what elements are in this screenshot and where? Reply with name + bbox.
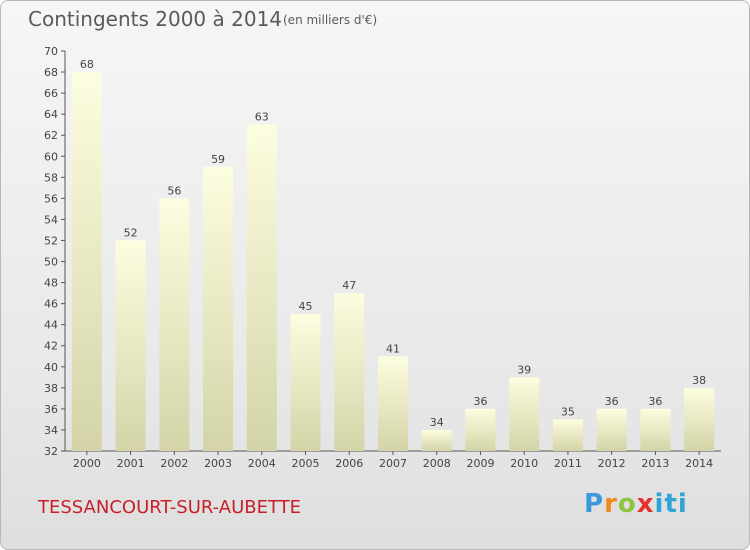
y-tick-label: 50 [44, 256, 58, 269]
bar [334, 293, 365, 451]
x-tick-label: 2012 [598, 457, 626, 470]
bar-value-label: 36 [648, 395, 662, 408]
bar [378, 356, 408, 451]
bar-value-label: 47 [342, 279, 356, 292]
x-tick-label: 2003 [204, 457, 232, 470]
x-tick-label: 2009 [466, 457, 494, 470]
bar-value-label: 68 [80, 58, 94, 71]
y-tick-label: 64 [44, 108, 58, 121]
x-tick-label: 2011 [554, 457, 582, 470]
y-tick-label: 34 [44, 424, 58, 437]
bar [552, 419, 583, 451]
bar-value-label: 39 [517, 363, 531, 376]
x-tick-label: 2000 [73, 457, 101, 470]
x-tick-label: 2004 [248, 457, 276, 470]
bar [596, 408, 627, 451]
y-tick-label: 70 [44, 45, 58, 58]
bar-value-label: 59 [211, 153, 225, 166]
y-tick-label: 40 [44, 361, 58, 374]
bar [71, 72, 102, 451]
x-tick-label: 2014 [685, 457, 713, 470]
y-tick-label: 46 [44, 298, 58, 311]
y-tick-label: 54 [44, 213, 58, 226]
y-tick-label: 32 [44, 445, 58, 458]
bar-value-label: 36 [473, 395, 487, 408]
value-labels: 68 52 56 59 63 45 47 41 34 36 39 35 36 36 38 [80, 58, 706, 429]
bar [290, 314, 321, 451]
x-tick-label: 2010 [510, 457, 538, 470]
bar [465, 408, 496, 451]
bars [71, 72, 715, 452]
x-axis: 2000 2001 2002 2003 2004 2005 2006 2007 2008 2009… [65, 450, 721, 470]
x-tick-label: 2007 [379, 457, 407, 470]
x-tick-label: 2006 [335, 457, 363, 470]
bar-value-label: 52 [124, 226, 138, 239]
bar-value-label: 56 [167, 184, 181, 197]
y-tick-label: 38 [44, 382, 58, 395]
y-tick-label: 56 [44, 192, 58, 205]
bar-value-label: 36 [605, 395, 619, 408]
x-tick-label: 2002 [160, 457, 188, 470]
bar-value-label: 45 [299, 300, 313, 313]
y-tick-label: 66 [44, 87, 58, 100]
bar-value-label: 35 [561, 405, 575, 418]
y-tick-label: 62 [44, 129, 58, 142]
bar-value-label: 41 [386, 342, 400, 355]
x-tick-label: 2005 [292, 457, 320, 470]
bar [115, 240, 146, 451]
bar [246, 124, 277, 452]
bar [509, 377, 540, 451]
bar-value-label: 38 [692, 374, 706, 387]
bar [159, 198, 190, 451]
y-axis: 32 34 36 38 40 42 44 46 48 50 52 54 56 58 60 62 64 66 68 70 [44, 45, 66, 458]
bar [203, 166, 234, 451]
x-tick-label: 2008 [423, 457, 451, 470]
y-tick-label: 58 [44, 171, 58, 184]
y-tick-label: 42 [44, 340, 58, 353]
y-tick-label: 68 [44, 66, 58, 79]
bar-value-label: 34 [430, 416, 444, 429]
y-tick-label: 52 [44, 234, 58, 247]
bar [421, 429, 452, 451]
y-tick-label: 48 [44, 277, 58, 290]
chart-subtitle: (en milliers d'€) [283, 13, 378, 27]
x-tick-label: 2013 [641, 457, 669, 470]
y-tick-label: 60 [44, 150, 58, 163]
y-tick-label: 44 [44, 319, 58, 332]
commune-name: TESSANCOURT-SUR-AUBETTE [38, 497, 302, 518]
bar [640, 408, 671, 451]
chart-title: Contingents 2000 à 2014 [28, 7, 283, 31]
y-tick-label: 36 [44, 403, 58, 416]
proxiti-logo: Proxiti [584, 489, 688, 519]
x-tick-label: 2001 [117, 457, 145, 470]
bar-value-label: 63 [255, 111, 269, 124]
bar [684, 387, 715, 451]
